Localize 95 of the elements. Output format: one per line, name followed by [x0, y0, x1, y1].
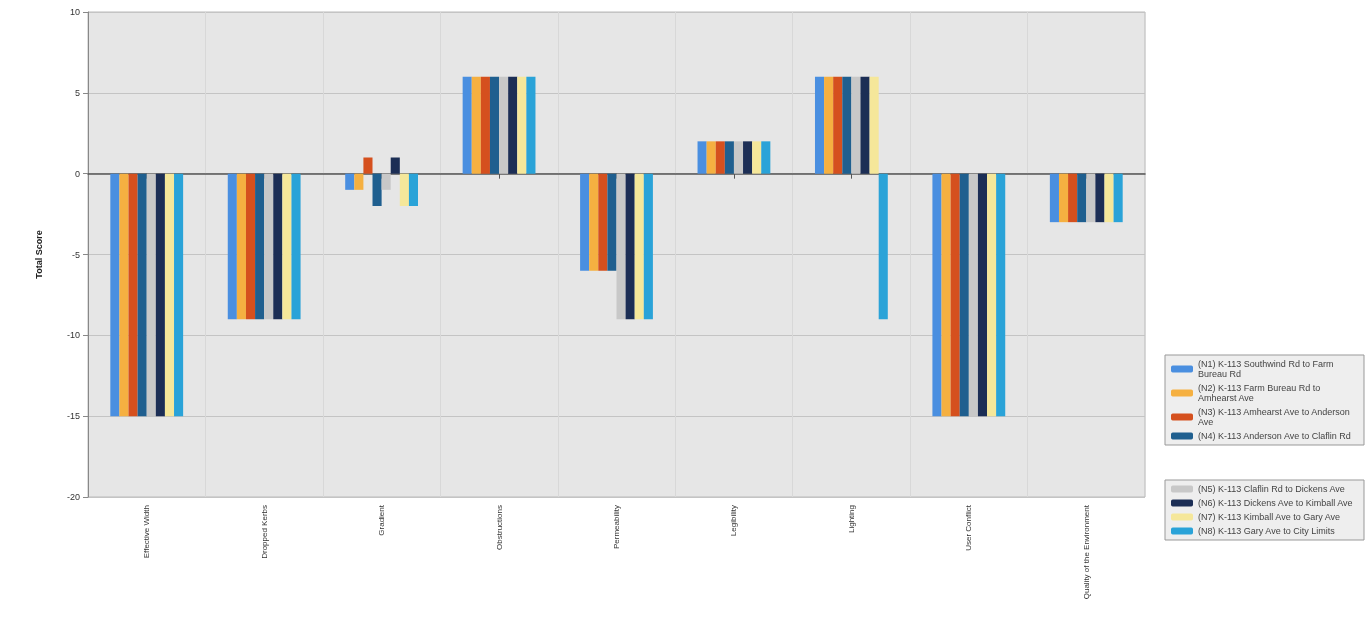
bar: [119, 173, 129, 417]
bar: [164, 173, 175, 417]
x-tick-label: Effective Width: [142, 505, 152, 559]
bar: [842, 76, 852, 174]
bar: [733, 141, 744, 174]
bar: [462, 76, 472, 174]
bar: [851, 76, 861, 174]
bar: [255, 173, 265, 320]
bar: [480, 76, 490, 174]
bar: [932, 173, 942, 417]
bar: [814, 76, 825, 174]
bar: [381, 173, 391, 190]
y-tick-label: 10: [69, 7, 80, 17]
bar: [977, 173, 988, 417]
x-tick-label: Lighting: [846, 505, 856, 534]
bar: [155, 173, 165, 417]
bar: [354, 173, 364, 190]
x-tick-label: Permeability: [612, 505, 621, 550]
bar: [824, 76, 834, 174]
bar: [589, 173, 599, 271]
legend-label: (N2) K-113 Farm Bureau Rd to Amhearst Ave: [1198, 383, 1323, 403]
bar: [697, 141, 707, 174]
bar: [860, 76, 870, 174]
bar: [345, 173, 355, 190]
bar: [869, 76, 879, 174]
bar: [941, 173, 951, 417]
y-tick-label: 5: [74, 87, 80, 98]
bar: [996, 173, 1006, 417]
x-tick-label: Legibility: [729, 505, 739, 537]
legend-label: (N5) K-113 Claflin Rd to Dickens Ave: [1198, 484, 1345, 494]
y-tick-label: -10: [66, 330, 80, 341]
bar: [1068, 173, 1078, 223]
bar: [517, 76, 527, 174]
bar: [526, 76, 536, 174]
legend-label: (N3) K-113 Amhearst Ave to Anderson Ave: [1198, 407, 1353, 427]
legend-label: (N8) K-113 Gary Ave to City Limits: [1198, 526, 1336, 536]
bar: [1049, 173, 1059, 223]
bar: [625, 173, 635, 320]
bar: [408, 173, 419, 206]
bar: [607, 173, 617, 271]
bar: [174, 173, 184, 417]
bar: [110, 173, 120, 417]
bar: [878, 173, 888, 320]
bar: [706, 141, 716, 174]
bar: [372, 173, 382, 206]
y-tick-label: -15: [66, 411, 80, 422]
bar: [1113, 173, 1123, 223]
bar: [752, 141, 762, 174]
bar: [761, 141, 771, 174]
bar: [598, 173, 608, 271]
bar: [1077, 173, 1087, 223]
bar: [959, 173, 969, 417]
bar: [273, 173, 283, 320]
bar: [833, 76, 843, 174]
bar: [499, 76, 509, 174]
legend-label: (N6) K-113 Dickens Ave to Kimball Ave: [1198, 498, 1353, 508]
bar: [282, 173, 292, 320]
bar: [264, 173, 274, 320]
bar: [471, 76, 481, 174]
bar: [634, 173, 644, 320]
bar: [1086, 173, 1096, 223]
bar: [1104, 173, 1114, 223]
y-axis-title: Total Score: [33, 230, 44, 279]
bar: [399, 173, 409, 206]
bar: [715, 141, 725, 174]
bar: [1095, 173, 1105, 223]
x-tick-label: Dropped Kerbs: [259, 505, 269, 559]
x-tick-label: Quality of the Environment: [1081, 504, 1091, 600]
legend-label: (N4) K-113 Anderson Ave to Claflin Rd: [1198, 431, 1351, 441]
bar: [950, 173, 960, 417]
y-tick-label: 0: [74, 168, 80, 179]
legend-label: (N1) K-113 Southwind Rd to Farm Bureau Rd: [1198, 359, 1336, 379]
bar: [580, 173, 590, 271]
legend-label: (N7) K-113 Kimball Ave to Gary Ave: [1198, 512, 1341, 522]
x-tick-label: Obstructions: [494, 505, 504, 550]
bar: [390, 157, 400, 174]
y-tick-label: -5: [71, 249, 80, 260]
bar: [724, 141, 734, 174]
bar: [236, 173, 246, 320]
x-tick-label: Gradient: [377, 504, 387, 536]
bar: [987, 173, 997, 417]
bar: [743, 141, 753, 174]
bar: [137, 173, 147, 417]
bar: [1058, 173, 1069, 223]
bar: [508, 76, 518, 174]
y-tick-label: -20: [66, 492, 80, 502]
bar: [227, 173, 237, 320]
bar: [616, 173, 626, 320]
bar: [245, 173, 256, 320]
bar: [128, 173, 138, 417]
bar: [643, 173, 653, 320]
x-tick-label: User Conflict: [964, 504, 974, 551]
bar: [489, 76, 500, 174]
bar: [291, 173, 301, 320]
bar: [363, 157, 373, 174]
